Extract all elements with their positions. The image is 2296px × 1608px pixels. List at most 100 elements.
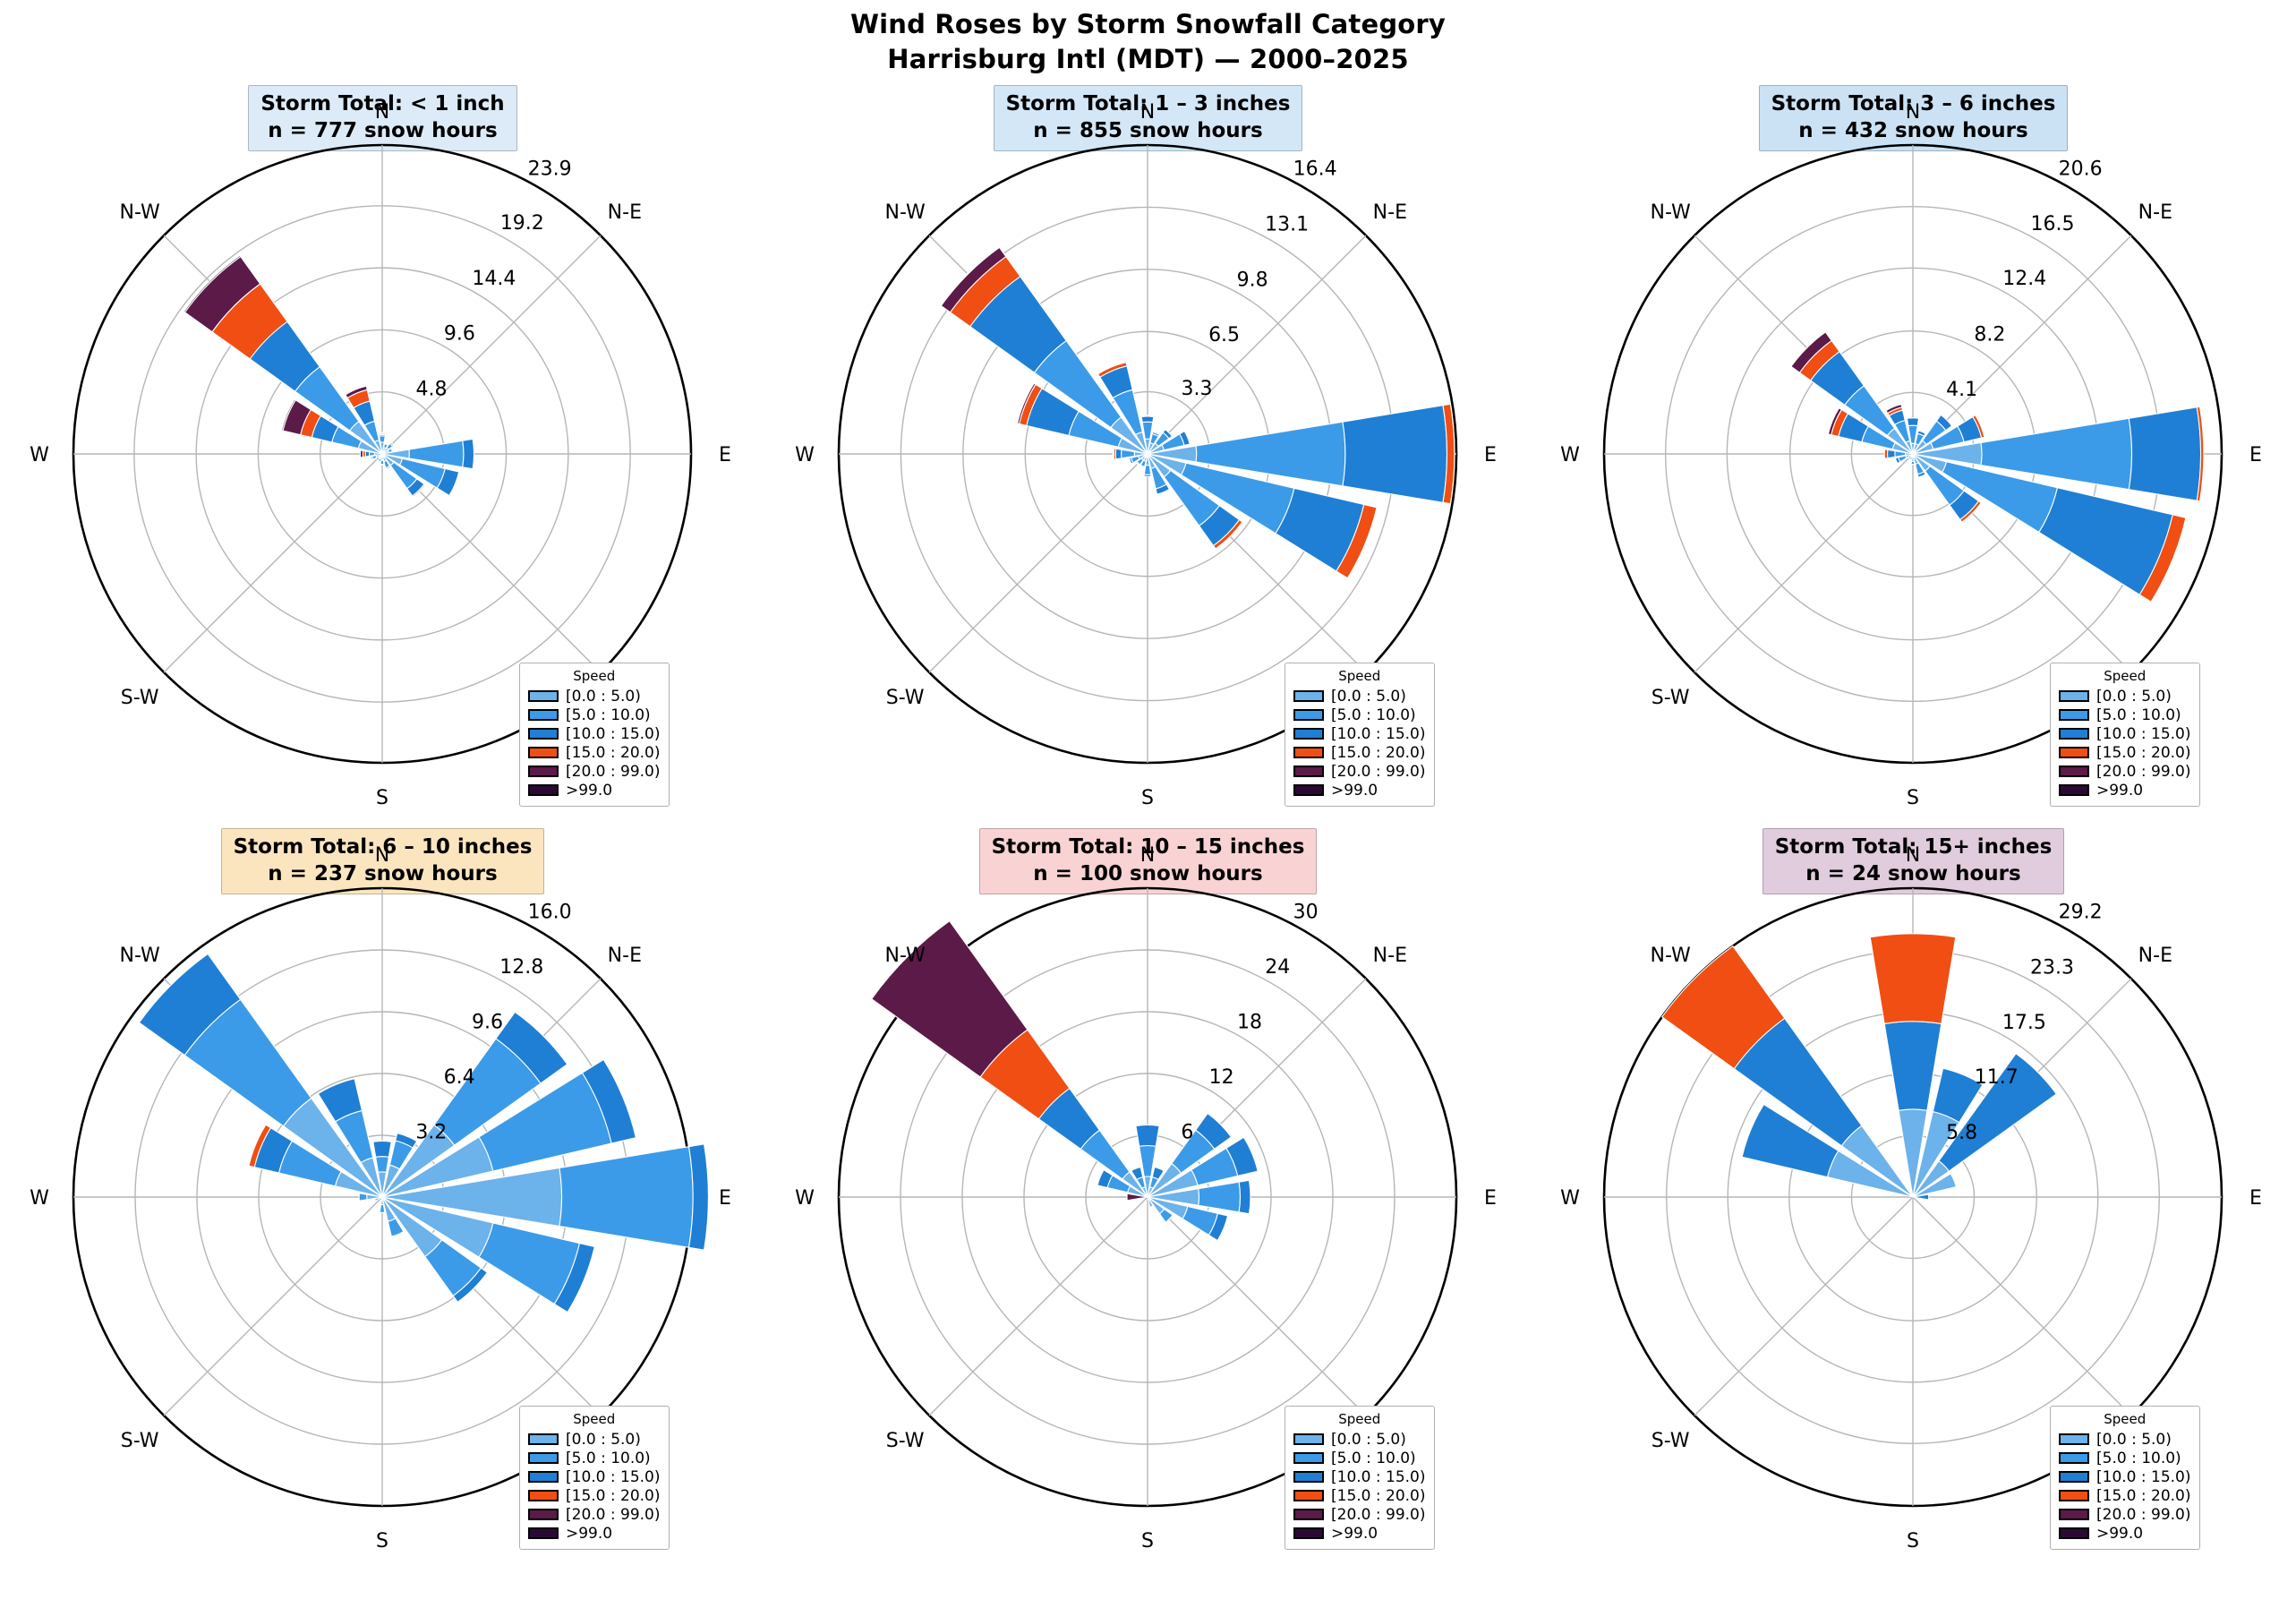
legend-entry-1[interactable]: [5.0 : 10.0) xyxy=(2059,1449,2191,1467)
legend-entry-4[interactable]: [20.0 : 99.0) xyxy=(2059,1505,2191,1524)
legend-entry-4[interactable]: [20.0 : 99.0) xyxy=(2059,762,2191,781)
legend-entry-5[interactable]: >99.0 xyxy=(1293,781,1426,800)
wind-rose-wedge-NW-5 xyxy=(183,254,242,313)
legend-entry-3[interactable]: [15.0 : 20.0) xyxy=(2059,743,2191,762)
wind-rose-wedge-ESE-3 xyxy=(2138,514,2187,603)
compass-label-N-W: N-W xyxy=(1651,201,1692,224)
legend-entry-2[interactable]: [10.0 : 15.0) xyxy=(2059,724,2191,743)
speed-legend-3[interactable]: Speed [0.0 : 5.0) [5.0 : 10.0) [10.0 : 15.0… xyxy=(2050,663,2200,807)
radial-tick-13.1: 13.1 xyxy=(1265,213,1309,235)
wind-rose-wedge-NNE-2 xyxy=(383,442,389,446)
compass-label-E: E xyxy=(719,1187,731,1210)
wind-rose-wedge-NW-5 xyxy=(939,245,1001,307)
compass-label-N-W: N-W xyxy=(885,201,926,224)
legend-entry-3[interactable]: [15.0 : 20.0) xyxy=(528,1486,661,1505)
polar-spoke-S-W xyxy=(928,1196,1148,1416)
legend-entry-1[interactable]: [5.0 : 10.0) xyxy=(1293,1449,1426,1467)
legend-entry-5[interactable]: >99.0 xyxy=(2059,781,2191,800)
legend-entry-3[interactable]: [15.0 : 20.0) xyxy=(1293,1486,1426,1505)
legend-entry-0[interactable]: [0.0 : 5.0) xyxy=(2059,1430,2191,1449)
wind-rose-wedge-N-2 xyxy=(1906,417,1920,427)
speed-legend-2[interactable]: Speed [0.0 : 5.0) [5.0 : 10.0) [10.0 : 15.0… xyxy=(1285,663,1435,807)
legend-entry-0[interactable]: [0.0 : 5.0) xyxy=(528,687,661,706)
wind-rose-wedge-WSW-2 xyxy=(1894,457,1901,465)
legend-entry-3[interactable]: [15.0 : 20.0) xyxy=(528,743,661,762)
legend-entry-4[interactable]: [20.0 : 99.0) xyxy=(1293,762,1426,781)
wind-rose-wedge-NW-4 xyxy=(1790,331,1832,373)
legend-entry-3[interactable]: [15.0 : 20.0) xyxy=(1293,743,1426,762)
legend-entry-1[interactable]: [5.0 : 10.0) xyxy=(528,706,661,724)
compass-label-S-W: S-W xyxy=(121,687,159,709)
wind-rose-wedge-S-2 xyxy=(1143,474,1152,477)
legend-swatch-icon-5 xyxy=(528,1527,559,1539)
wind-rose-wedge-N-3 xyxy=(1140,415,1155,418)
wind-rose-wedge-E-1 xyxy=(1198,1181,1242,1213)
legend-swatch-icon-2 xyxy=(528,728,559,740)
wind-rose-bars-6 xyxy=(1660,933,2058,1201)
legend-entry-4[interactable]: [20.0 : 99.0) xyxy=(528,762,661,781)
legend-label-1: [5.0 : 10.0) xyxy=(2096,1449,2181,1467)
legend-label-5: >99.0 xyxy=(2096,1524,2144,1543)
compass-label-W: W xyxy=(795,1187,815,1210)
radial-tick-12: 12 xyxy=(1209,1066,1234,1089)
speed-legend-1[interactable]: Speed [0.0 : 5.0) [5.0 : 10.0) [10.0 : 15.0… xyxy=(519,663,670,807)
legend-entry-0[interactable]: [0.0 : 5.0) xyxy=(2059,687,2191,706)
legend-entry-2[interactable]: [10.0 : 15.0) xyxy=(2059,1467,2191,1486)
compass-label-S-W: S-W xyxy=(1652,1430,1690,1452)
legend-entry-1[interactable]: [5.0 : 10.0) xyxy=(1293,706,1426,724)
legend-entry-0[interactable]: [0.0 : 5.0) xyxy=(1293,1430,1426,1449)
legend-swatch-icon-0 xyxy=(528,690,559,702)
wind-rose-wedge-NNE-2 xyxy=(395,1132,418,1149)
compass-label-N: N xyxy=(1140,101,1155,124)
legend-entry-5[interactable]: >99.0 xyxy=(2059,1524,2191,1543)
legend-entry-2[interactable]: [10.0 : 15.0) xyxy=(528,1467,661,1486)
wind-rose-wedge-E-2 xyxy=(1342,405,1448,503)
polar-spoke-N-E xyxy=(1912,235,2132,455)
radial-tick-5.8: 5.8 xyxy=(1946,1122,1977,1144)
polar-spoke-S-W xyxy=(163,453,383,673)
legend-swatch-icon-4 xyxy=(2059,1509,2089,1520)
legend-entry-3[interactable]: [15.0 : 20.0) xyxy=(2059,1486,2191,1505)
speed-legend-4[interactable]: Speed [0.0 : 5.0) [5.0 : 10.0) [10.0 : 15.0… xyxy=(519,1406,670,1550)
wind-rose-bars-1 xyxy=(183,254,475,498)
compass-label-W: W xyxy=(1560,1187,1580,1210)
wind-rose-wedge-N-2 xyxy=(1135,1124,1160,1147)
speed-legend-5[interactable]: Speed [0.0 : 5.0) [5.0 : 10.0) [10.0 : 15.0… xyxy=(1285,1406,1435,1550)
wind-rose-wedge-W-3 xyxy=(1883,449,1889,459)
wind-rose-wedge-NE-2 xyxy=(388,441,395,448)
legend-entry-1[interactable]: [5.0 : 10.0) xyxy=(528,1449,661,1467)
legend-entry-2[interactable]: [10.0 : 15.0) xyxy=(1293,724,1426,743)
legend-swatch-icon-0 xyxy=(1293,1433,1324,1445)
compass-label-S: S xyxy=(376,1530,388,1552)
radial-tick-6: 6 xyxy=(1181,1122,1193,1144)
legend-entry-5[interactable]: >99.0 xyxy=(1293,1524,1426,1543)
legend-entry-4[interactable]: [20.0 : 99.0) xyxy=(1293,1505,1426,1524)
wind-rose-wedge-NNW-5 xyxy=(344,384,367,396)
legend-swatch-icon-3 xyxy=(2059,1490,2089,1501)
radial-tick-23.9: 23.9 xyxy=(528,158,572,181)
polar-plot-1: NN-EES-ESS-WWN-W4.89.614.419.223.9 xyxy=(30,101,731,809)
legend-entry-2[interactable]: [10.0 : 15.0) xyxy=(1293,1467,1426,1486)
speed-legend-6[interactable]: Speed [0.0 : 5.0) [5.0 : 10.0) [10.0 : 15.0… xyxy=(2050,1406,2200,1550)
legend-entry-5[interactable]: >99.0 xyxy=(528,781,661,800)
legend-entry-1[interactable]: [5.0 : 10.0) xyxy=(2059,706,2191,724)
legend-entry-0[interactable]: [0.0 : 5.0) xyxy=(1293,687,1426,706)
legend-title: Speed xyxy=(573,668,616,684)
legend-entry-5[interactable]: >99.0 xyxy=(528,1524,661,1543)
wind-rose-wedge-NNE-2 xyxy=(1151,1166,1165,1181)
legend-swatch-icon-0 xyxy=(2059,690,2089,702)
compass-label-S: S xyxy=(376,787,388,809)
legend-entry-0[interactable]: [0.0 : 5.0) xyxy=(528,1430,661,1449)
radial-tick-20.6: 20.6 xyxy=(2059,158,2103,181)
wind-rose-wedge-E-2 xyxy=(1912,1193,1930,1201)
wind-rose-wedge-N-2 xyxy=(1140,415,1155,423)
polar-plot-4: NN-EES-ESS-WWN-W3.26.49.612.816.0 xyxy=(30,844,731,1552)
compass-label-S-W: S-W xyxy=(121,1430,159,1452)
legend-label-3: [15.0 : 20.0) xyxy=(2096,1486,2191,1505)
legend-entry-2[interactable]: [10.0 : 15.0) xyxy=(528,724,661,743)
legend-entry-4[interactable]: [20.0 : 99.0) xyxy=(528,1505,661,1524)
radial-tick-labels-6: 5.8 11.7 17.5 23.3 29.2 xyxy=(1946,902,2103,1144)
compass-label-E: E xyxy=(1484,1187,1497,1210)
legend-swatch-icon-4 xyxy=(1293,766,1324,777)
wind-rose-wedge-NNW-2 xyxy=(1131,1166,1144,1181)
